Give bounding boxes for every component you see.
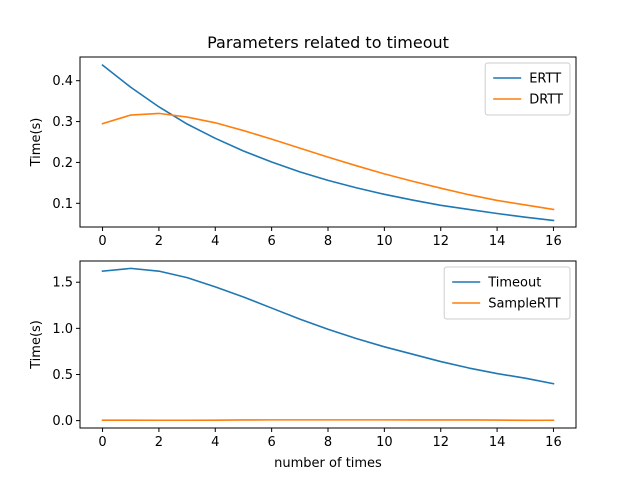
- series-line-ertt: [101, 64, 555, 222]
- x-tick-label: 8: [324, 435, 332, 450]
- x-tick-label: 2: [155, 234, 163, 249]
- y-tick-label: 0.3: [52, 115, 73, 130]
- x-tick-label: 6: [267, 234, 275, 249]
- y-tick-label: 0.4: [52, 74, 73, 89]
- legend-frame: [443, 266, 571, 320]
- subplot-2: 0 2 4 6 8 10 12 14 16 0.0 0.5 1.0 1.5 Time(s) number o…: [29, 260, 577, 471]
- x-tick-label: 0: [98, 435, 106, 450]
- x-tick-label: 4: [211, 435, 219, 450]
- y-tick-label: 1.0: [52, 322, 73, 337]
- x-tick-label: 16: [545, 234, 562, 249]
- y-tick-label: 0.5: [52, 368, 73, 383]
- legend-label-ertt: ERTT: [529, 72, 561, 87]
- y-axis-label: Time(s): [29, 118, 44, 168]
- x-tick-label: 14: [489, 234, 506, 249]
- x-tick-label: 8: [324, 234, 332, 249]
- x-axis-label: number of times: [274, 456, 382, 471]
- x-tick-label: 10: [376, 234, 393, 249]
- x-tick-label: 12: [432, 435, 449, 450]
- x-tick-label: 2: [155, 435, 163, 450]
- x-tick-label: 10: [376, 435, 393, 450]
- y-tick-label: 0.0: [52, 414, 73, 429]
- series-line-drtt: [101, 112, 555, 211]
- y-tick-label: 0.2: [52, 156, 73, 171]
- legend-label-drtt: DRTT: [529, 93, 563, 108]
- x-tick-label: 4: [211, 234, 219, 249]
- series-line-timeout: [101, 267, 555, 385]
- x-tick-label: 0: [98, 234, 106, 249]
- y-tick-label: 1.5: [52, 276, 73, 291]
- y-tick-label: 0.1: [52, 197, 73, 212]
- legend: ERTT DRTT: [484, 62, 571, 116]
- subplot-1: 0 2 4 6 8 10 12 14 16 0.1 0.2 0.3 0.4 Time(s) Paramete…: [29, 33, 577, 249]
- chart-title: Parameters related to timeout: [207, 33, 449, 52]
- y-axis-label: Time(s): [29, 320, 44, 370]
- x-tick-label: 6: [267, 435, 275, 450]
- x-tick-label: 12: [432, 234, 449, 249]
- legend-label-samplertt: SampleRTT: [488, 297, 561, 312]
- x-tick-label: 14: [489, 435, 506, 450]
- legend-frame: [484, 62, 571, 116]
- legend-label-timeout: Timeout: [487, 276, 541, 291]
- x-tick-label: 16: [545, 435, 562, 450]
- legend: Timeout SampleRTT: [443, 266, 571, 320]
